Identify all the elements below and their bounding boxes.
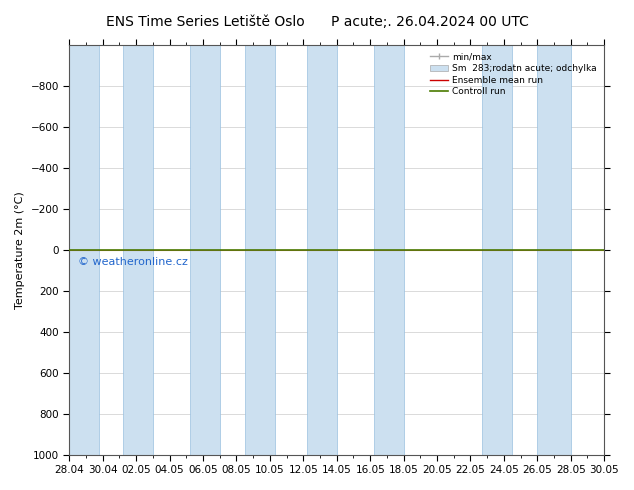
Bar (190, 45, 220, 455)
Bar (69, 45, 100, 455)
Text: ENS Time Series Letiště Oslo      P acute;. 26.04.2024 00 UTC: ENS Time Series Letiště Oslo P acute;. 2… (106, 15, 528, 29)
Bar (482, 45, 512, 455)
Y-axis label: Temperature 2m (°C): Temperature 2m (°C) (15, 191, 25, 309)
Bar (245, 45, 275, 455)
Bar (538, 45, 571, 455)
Bar (307, 45, 337, 455)
Legend: min/max, Sm  283;rodatn acute; odchylka, Ensemble mean run, Controll run: min/max, Sm 283;rodatn acute; odchylka, … (427, 49, 600, 99)
Text: © weatheronline.cz: © weatheronline.cz (78, 257, 188, 267)
Bar (373, 45, 404, 455)
Bar (123, 45, 153, 455)
